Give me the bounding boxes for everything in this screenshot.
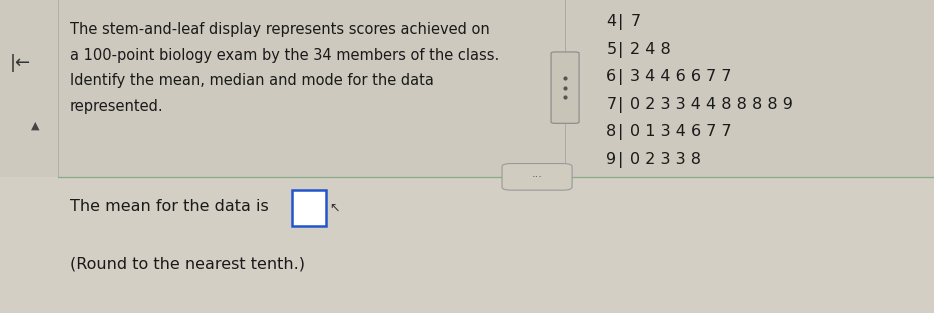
Text: The stem-and-leaf display represents scores achieved on: The stem-and-leaf display represents sco… — [70, 22, 489, 37]
Text: 2 4 8: 2 4 8 — [630, 42, 672, 57]
Text: |: | — [618, 14, 624, 30]
Text: 0 2 3 3 8: 0 2 3 3 8 — [630, 152, 701, 167]
Text: |←: |← — [9, 54, 31, 72]
Text: represented.: represented. — [70, 99, 163, 114]
Text: 9: 9 — [606, 152, 616, 167]
Text: ···: ··· — [531, 172, 543, 182]
Text: a 100-point biology exam by the 34 members of the class.: a 100-point biology exam by the 34 membe… — [70, 48, 500, 63]
Text: 6: 6 — [606, 69, 616, 84]
Text: 0 2 3 3 4 4 8 8 8 8 9: 0 2 3 3 4 4 8 8 8 8 9 — [630, 97, 793, 112]
Text: Identify the mean, median and mode for the data: Identify the mean, median and mode for t… — [70, 73, 434, 88]
Text: (Round to the nearest tenth.): (Round to the nearest tenth.) — [70, 257, 305, 272]
Text: |: | — [618, 152, 624, 168]
Text: 3 4 4 6 6 7 7: 3 4 4 6 6 7 7 — [630, 69, 732, 84]
Text: 5: 5 — [606, 42, 616, 57]
Text: |: | — [618, 69, 624, 85]
Bar — [0, 0, 934, 177]
Bar — [0, 177, 934, 313]
Text: The mean for the data is: The mean for the data is — [70, 199, 269, 214]
Text: 7: 7 — [606, 97, 616, 112]
Text: |: | — [618, 97, 624, 113]
Text: |: | — [618, 42, 624, 58]
FancyBboxPatch shape — [502, 164, 572, 190]
Text: 7: 7 — [630, 14, 641, 29]
Text: ↖: ↖ — [329, 202, 339, 215]
Text: 4: 4 — [606, 14, 616, 29]
FancyBboxPatch shape — [292, 190, 326, 226]
Text: ▲: ▲ — [31, 120, 40, 130]
Text: |: | — [618, 124, 624, 140]
Text: 8: 8 — [606, 124, 616, 139]
Text: 0 1 3 4 6 7 7: 0 1 3 4 6 7 7 — [630, 124, 732, 139]
FancyBboxPatch shape — [551, 52, 579, 123]
